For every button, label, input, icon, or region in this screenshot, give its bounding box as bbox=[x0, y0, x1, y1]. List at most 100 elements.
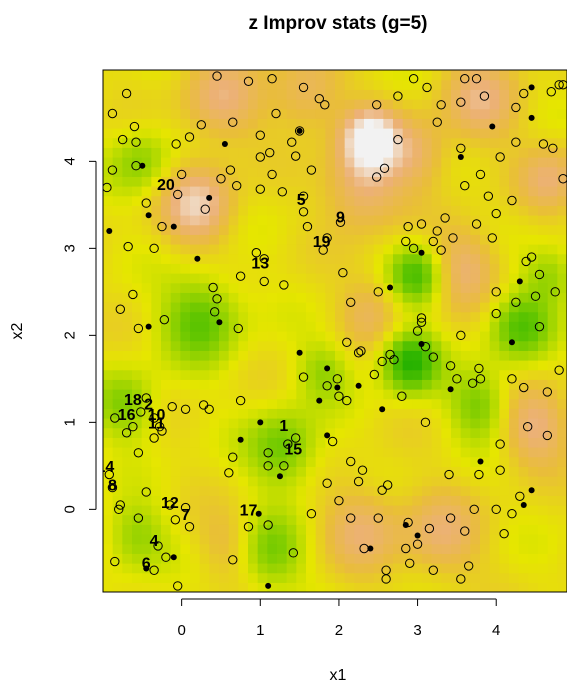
heat-cell bbox=[180, 311, 191, 322]
heat-cell bbox=[431, 572, 442, 583]
heat-cell bbox=[190, 408, 201, 419]
heat-cell bbox=[383, 369, 394, 380]
heat-cell bbox=[122, 582, 133, 592]
open-point bbox=[469, 504, 479, 515]
heat-cell bbox=[480, 427, 491, 438]
heat-cell bbox=[335, 273, 346, 284]
heat-cell bbox=[190, 147, 201, 158]
heat-cell bbox=[528, 118, 539, 129]
heat-cell bbox=[170, 456, 181, 467]
heat-cell bbox=[180, 147, 191, 158]
heat-cell bbox=[180, 360, 191, 371]
heat-cell bbox=[199, 128, 210, 139]
heat-cell bbox=[354, 476, 365, 487]
heat-cell bbox=[557, 321, 567, 332]
filled-point bbox=[379, 406, 386, 413]
heat-cell bbox=[538, 389, 549, 400]
heat-cell bbox=[267, 253, 278, 264]
heat-cell bbox=[547, 253, 558, 264]
heat-cell bbox=[373, 137, 384, 148]
heat-cell bbox=[219, 263, 230, 274]
heat-cell bbox=[335, 302, 346, 313]
heat-cell bbox=[103, 253, 114, 264]
heat-cell bbox=[248, 524, 259, 535]
heat-cell bbox=[547, 437, 558, 448]
heat-cell bbox=[228, 195, 239, 206]
heat-cell bbox=[219, 292, 230, 303]
heat-cell bbox=[489, 563, 500, 574]
heat-cell bbox=[277, 495, 288, 506]
heat-cell bbox=[393, 331, 404, 342]
heat-cell bbox=[528, 99, 539, 110]
heat-cell bbox=[480, 282, 491, 293]
heat-cell bbox=[412, 514, 423, 525]
heat-cell bbox=[190, 582, 201, 592]
heat-cell bbox=[538, 437, 549, 448]
heat-cell bbox=[422, 350, 433, 361]
heat-cell bbox=[441, 331, 452, 342]
heat-cell bbox=[499, 282, 510, 293]
heat-cell bbox=[460, 263, 471, 274]
open-point bbox=[456, 97, 466, 107]
heat-cell bbox=[122, 543, 133, 554]
heat-cell bbox=[248, 505, 259, 516]
heat-cell bbox=[509, 534, 520, 545]
open-point bbox=[440, 213, 450, 223]
heat-cell bbox=[518, 495, 529, 506]
heat-cell bbox=[219, 437, 230, 448]
heat-cell bbox=[161, 137, 172, 148]
heat-cell bbox=[228, 273, 239, 284]
heat-cell bbox=[306, 524, 317, 535]
heat-cell bbox=[412, 118, 423, 129]
heat-cell bbox=[383, 321, 394, 332]
heat-cell bbox=[277, 437, 288, 448]
point-label: 12 bbox=[161, 495, 179, 512]
heat-cell bbox=[180, 89, 191, 100]
open-point bbox=[491, 287, 501, 297]
heat-cell bbox=[460, 379, 471, 390]
heat-cell bbox=[344, 99, 355, 110]
heat-cell bbox=[412, 176, 423, 187]
heat-cell bbox=[354, 398, 365, 409]
heat-cell bbox=[393, 427, 404, 438]
heat-cell bbox=[373, 331, 384, 342]
heat-cell bbox=[170, 70, 181, 81]
heat-cell bbox=[277, 543, 288, 554]
heat-cell bbox=[528, 466, 539, 477]
x-tick-label: 3 bbox=[413, 622, 421, 639]
heat-cell bbox=[422, 379, 433, 390]
filled-point bbox=[237, 436, 244, 443]
heat-cell bbox=[325, 437, 336, 448]
point-label: 17 bbox=[240, 503, 258, 520]
heat-cell bbox=[344, 70, 355, 81]
heat-cell bbox=[480, 466, 491, 477]
heat-cell bbox=[228, 505, 239, 516]
heat-cell bbox=[364, 205, 375, 216]
heat-cell bbox=[383, 234, 394, 245]
heat-cell bbox=[441, 99, 452, 110]
heat-cell bbox=[402, 99, 413, 110]
heat-cell bbox=[141, 311, 152, 322]
open-point bbox=[550, 287, 560, 297]
heat-cell bbox=[306, 302, 317, 313]
heat-cell bbox=[441, 253, 452, 264]
open-point bbox=[133, 513, 144, 523]
heat-cell bbox=[393, 563, 404, 574]
heat-cell bbox=[112, 89, 123, 100]
heat-cell bbox=[383, 79, 394, 90]
heat-cell bbox=[499, 234, 510, 245]
heat-cell bbox=[518, 485, 529, 496]
heat-cell bbox=[528, 244, 539, 255]
heat-cell bbox=[122, 447, 133, 458]
heat-cell bbox=[422, 563, 433, 574]
heat-cell bbox=[141, 398, 152, 409]
heat-cell bbox=[248, 485, 259, 496]
heat-cell bbox=[470, 340, 481, 351]
heat-cell bbox=[538, 292, 549, 303]
heat-cell bbox=[344, 282, 355, 293]
heat-cell bbox=[170, 118, 181, 129]
heat-cell bbox=[470, 253, 481, 264]
heat-cell bbox=[132, 89, 143, 100]
heat-cell bbox=[112, 224, 123, 235]
heat-cell bbox=[170, 166, 181, 177]
